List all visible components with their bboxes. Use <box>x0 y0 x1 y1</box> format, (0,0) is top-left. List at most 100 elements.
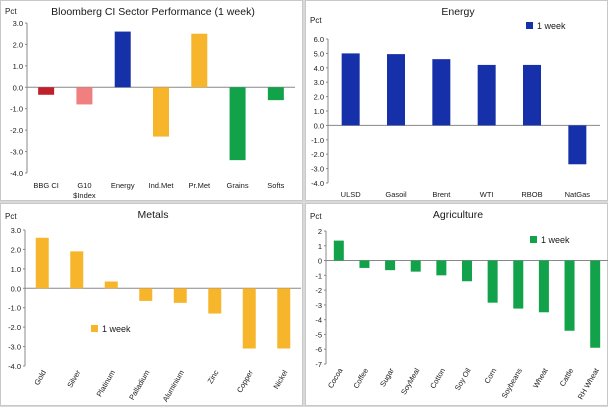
x-tick-label: $Index <box>73 191 96 200</box>
bar-wheat <box>538 260 549 313</box>
chart-svg-agriculture: Agriculture Pct 2 1 0 -1 -2 -3 -4 -5 -6 -7 Cocoa Coff… <box>310 209 608 401</box>
x-tick-label: Coffee <box>351 367 370 391</box>
bar-soymeal <box>410 260 421 272</box>
y-tick-label: 2.0 <box>13 40 23 49</box>
y-tick-label: 1.0 <box>314 107 324 116</box>
bar-soybeans <box>513 260 524 309</box>
bar-brent <box>432 59 451 126</box>
y-tick-label: 3.0 <box>314 78 324 87</box>
y-tick-label: -1.0 <box>8 304 21 313</box>
y-tick-label: -3 <box>315 301 322 310</box>
bar-platinum <box>104 281 118 289</box>
y-tick-label: 4.0 <box>314 64 324 73</box>
y-tick-label: -3.0 <box>8 343 21 352</box>
x-tick-label: Nickel <box>271 368 289 390</box>
chart-title: Agriculture <box>433 209 483 221</box>
x-tick-label: Corn <box>482 367 498 386</box>
x-tick-label: RBOB <box>521 190 542 199</box>
legend-label: 1 week <box>102 324 131 334</box>
x-tick-label: Silver <box>65 368 82 389</box>
bar-rh-wheat <box>590 260 601 348</box>
x-tick-label: Cocoa <box>326 366 345 390</box>
x-tick-label: Platinum <box>95 369 117 399</box>
x-tick-label: Aluminium <box>161 369 186 404</box>
x-tick-label: Palladium <box>127 369 151 402</box>
bar-gold <box>35 237 49 289</box>
x-tick-label: NatGas <box>565 190 591 199</box>
bar-g10-index <box>76 87 93 105</box>
y-tick-label: -4 <box>315 316 322 325</box>
x-tick-label: Brent <box>432 190 451 199</box>
bar-sugar <box>385 260 396 271</box>
x-tick-label: WTI <box>480 190 494 199</box>
y-tick-label: 1.0 <box>11 265 21 274</box>
x-tick-label: Cattle <box>558 367 576 388</box>
bar-cotton <box>436 260 447 276</box>
y-tick-label: 2.0 <box>314 93 324 102</box>
x-tick-label: Ind.Met <box>148 181 174 190</box>
y-tick-label: 1.0 <box>13 62 23 71</box>
chart-title: Metals <box>138 209 169 221</box>
y-tick-label: -5 <box>315 330 322 339</box>
y-tick-label: -4.0 <box>10 169 23 178</box>
x-tick-label: ULSD <box>341 190 362 199</box>
y-tick-label: -4.0 <box>311 179 324 188</box>
y-tick-label: -2.0 <box>311 150 324 159</box>
bar-zinc <box>208 288 222 314</box>
x-tick-label: RH Wheat <box>576 366 602 401</box>
bar-cattle <box>564 260 575 331</box>
x-tick-label: Copper <box>235 368 255 394</box>
x-tick-label: Gold <box>32 369 48 387</box>
y-axis-label: Pct <box>310 212 322 221</box>
x-tick-label: Zinc <box>206 368 221 385</box>
chart-svg-sector: Bloomberg CI Sector Performance (1 week)… <box>5 6 295 200</box>
y-tick-label: -3.0 <box>311 165 324 174</box>
y-tick-label: -3.0 <box>10 148 23 157</box>
bar-ind-met <box>153 87 169 137</box>
chart-panel-metals: Metals Pct 3.0 2.0 1.0 0.0 -1.0 -2.0 -3.0 -4.0 Gol… <box>0 203 303 406</box>
x-tick-label: Wheat <box>531 366 550 390</box>
bar-ulsd <box>341 53 360 126</box>
y-tick-label: -4.0 <box>8 362 21 371</box>
legend-swatch <box>526 22 533 29</box>
bar-cocoa <box>333 240 344 261</box>
bar-pr-met <box>191 33 208 88</box>
bar-rbob <box>523 64 541 126</box>
chart-panel-agriculture: Agriculture Pct 2 1 0 -1 -2 -3 -4 -5 -6 -7 Cocoa Coff… <box>305 203 608 406</box>
legend-swatch <box>530 236 537 243</box>
chart-panel-sector: Bloomberg CI Sector Performance (1 week)… <box>0 0 303 201</box>
y-tick-label: 0.0 <box>11 284 21 293</box>
legend-swatch <box>91 325 98 332</box>
bar-nickel <box>277 288 291 349</box>
chart-title: Energy <box>441 6 475 18</box>
y-tick-label: 6.0 <box>314 35 324 44</box>
bar-gasoil <box>387 54 405 126</box>
y-tick-label: 0.0 <box>13 83 23 92</box>
y-tick-label: 2.0 <box>11 245 21 254</box>
y-tick-label: 0.0 <box>314 121 324 130</box>
bar-aluminium <box>173 288 187 303</box>
y-tick-label: -1.0 <box>311 136 324 145</box>
y-tick-label: -2.0 <box>10 126 23 135</box>
bar-natgas <box>568 125 587 165</box>
bar-palladium <box>139 288 153 301</box>
y-tick-label: -2 <box>315 286 322 295</box>
bar-energy <box>114 31 131 88</box>
y-tick-label: -1 <box>315 271 322 280</box>
y-tick-label: 3.0 <box>11 226 21 235</box>
x-tick-label: BBG CI <box>33 181 58 190</box>
x-tick-label: Sugar <box>378 366 396 388</box>
x-tick-label: Cotton <box>428 367 447 391</box>
x-tick-label: Grains <box>227 181 249 190</box>
x-tick-label: Softs <box>267 181 284 190</box>
chart-svg-energy: Energy Pct 6.0 5.0 4.0 3.0 2.0 1.0 0.0 -1.0 -2.0 -3… <box>310 6 600 199</box>
y-axis-label: Pct <box>310 16 322 25</box>
chart-title: Bloomberg CI Sector Performance (1 week) <box>51 6 255 18</box>
bar-corn <box>487 260 498 303</box>
y-axis-label: Pct <box>5 7 17 16</box>
chart-panel-energy: Energy Pct 6.0 5.0 4.0 3.0 2.0 1.0 0.0 -1.0 -2.0 -3… <box>305 0 608 201</box>
x-tick-label: Gasoil <box>385 190 407 199</box>
bar-grains <box>229 87 246 161</box>
x-tick-label: SoyMeal <box>399 366 422 396</box>
y-axis-label: Pct <box>5 212 17 221</box>
